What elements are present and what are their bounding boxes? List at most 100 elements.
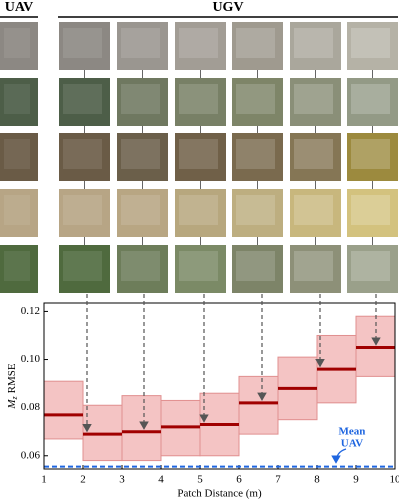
image-patch [232, 22, 283, 70]
y-label-subscript: z [10, 395, 19, 400]
patch-texture [294, 195, 333, 225]
image-patch [175, 245, 226, 293]
x-tick-label: 1 [41, 474, 47, 486]
patch-texture [179, 84, 218, 114]
range-band [121, 395, 162, 462]
image-patch [59, 189, 110, 237]
patch-texture [236, 195, 275, 225]
image-patch [290, 245, 341, 293]
x-tick-label: 4 [158, 474, 164, 486]
range-band [43, 380, 84, 440]
patch-texture [179, 195, 218, 225]
patch-texture [236, 28, 275, 58]
patch-texture [294, 84, 333, 114]
x-tick-label: 7 [275, 474, 281, 486]
x-tick-label: 10 [390, 474, 399, 486]
patch-texture [236, 139, 275, 169]
patch-texture [294, 139, 333, 169]
image-patch [175, 22, 226, 70]
x-tick-label: 6 [236, 474, 242, 486]
image-patch [59, 133, 110, 181]
patch-texture [236, 251, 275, 281]
y-tick-label: 0.12 [21, 305, 40, 317]
image-patch [117, 22, 168, 70]
image-patch [175, 133, 226, 181]
image-patch [347, 133, 398, 181]
image-patch [0, 22, 38, 70]
patch-texture [4, 84, 30, 114]
ugv-header: UGV [212, 0, 243, 15]
patch-texture [121, 195, 160, 225]
patch-texture [4, 139, 30, 169]
annotation: Mean [339, 426, 366, 438]
x-tick-label: 3 [119, 474, 125, 486]
patch-texture [179, 251, 218, 281]
image-patch [0, 189, 38, 237]
image-patch [0, 78, 38, 126]
image-patch [290, 133, 341, 181]
image-patch [347, 189, 398, 237]
image-patch [290, 189, 341, 237]
image-patch [117, 133, 168, 181]
x-axis-label: Patch Distance (m) [177, 488, 262, 500]
patch-texture [294, 28, 333, 58]
x-tick-label: 5 [197, 474, 203, 486]
image-patch [117, 245, 168, 293]
patch-texture [351, 28, 390, 58]
patch-texture [351, 195, 390, 225]
patch-texture [179, 28, 218, 58]
x-tick-label: 2 [80, 474, 86, 486]
patch-texture [351, 251, 390, 281]
image-patch [117, 78, 168, 126]
patch-texture [4, 251, 30, 281]
patch-texture [351, 139, 390, 169]
image-patch [232, 245, 283, 293]
patch-texture [4, 28, 30, 58]
y-axis-label: Mz RMSE [6, 363, 19, 410]
image-patch [59, 78, 110, 126]
y-label-symbol: M [6, 399, 18, 410]
patch-texture [121, 28, 160, 58]
image-patch [232, 133, 283, 181]
y-tick-label: 0.10 [21, 353, 41, 365]
image-patch [347, 245, 398, 293]
y-tick-label: 0.06 [21, 449, 41, 461]
y-tick-label: 0.08 [21, 401, 41, 413]
image-patch [347, 22, 398, 70]
image-patch [0, 245, 38, 293]
patch-texture [63, 28, 102, 58]
image-patch [232, 78, 283, 126]
x-tick-label: 9 [353, 474, 359, 486]
annotation-arrow [331, 448, 347, 464]
y-label-text: RMSE [6, 363, 18, 393]
patch-texture [179, 139, 218, 169]
patch-texture [121, 84, 160, 114]
annotation: UAV [341, 438, 363, 450]
image-patch [290, 78, 341, 126]
patch-texture [121, 251, 160, 281]
image-patch [117, 189, 168, 237]
image-patch [290, 22, 341, 70]
image-patch [347, 78, 398, 126]
image-patch [59, 245, 110, 293]
image-patch [59, 22, 110, 70]
patch-texture [63, 139, 102, 169]
x-tick-label: 8 [314, 474, 320, 486]
patch-texture [63, 251, 102, 281]
image-patch [175, 189, 226, 237]
uav-header: UAV [5, 0, 34, 15]
image-patch [175, 78, 226, 126]
image-patch [232, 189, 283, 237]
range-band [238, 375, 279, 435]
patch-texture [351, 84, 390, 114]
patch-texture [236, 84, 275, 114]
patch-texture [63, 84, 102, 114]
patch-texture [121, 139, 160, 169]
patch-grid [0, 22, 398, 293]
plot-frame [43, 302, 396, 470]
patch-texture [63, 195, 102, 225]
image-patch [0, 133, 38, 181]
